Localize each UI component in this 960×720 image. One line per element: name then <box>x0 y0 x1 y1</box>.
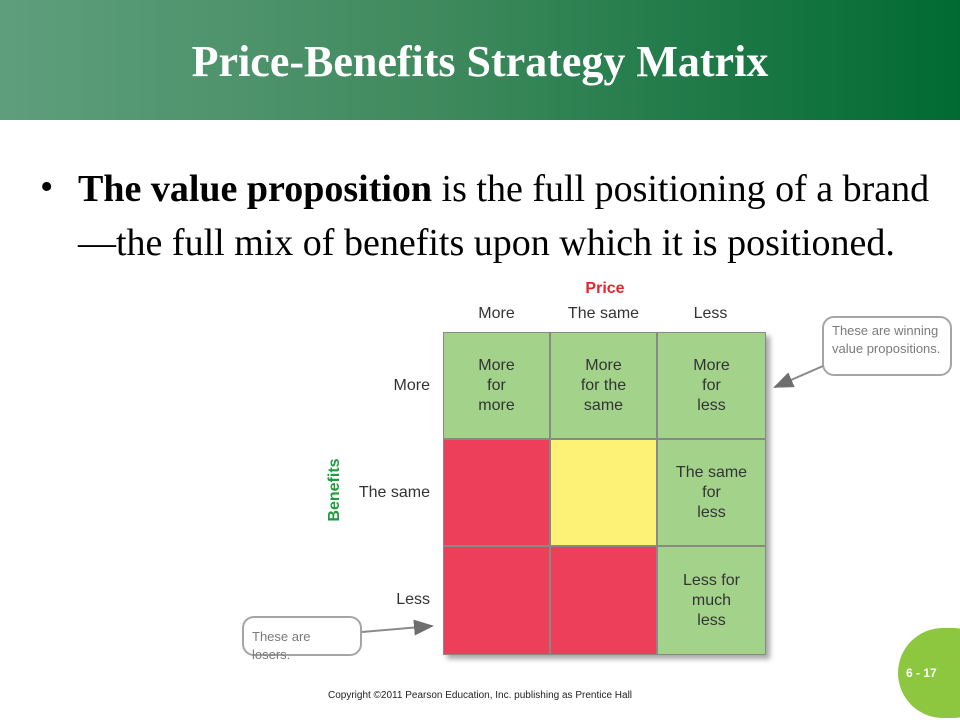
row-label-less: Less <box>396 591 430 608</box>
copyright-text: Copyright ©2011 Pearson Education, Inc. … <box>327 690 633 701</box>
losers-callout: These are losers. <box>242 616 362 662</box>
price-benefits-matrix: More for more More for the same More for… <box>443 332 766 655</box>
matrix-cell: More for the same <box>550 332 657 439</box>
winning-callout-text: These are winning value propositions. <box>832 323 941 356</box>
matrix-cell <box>550 439 657 546</box>
matrix-cell <box>550 546 657 655</box>
losers-callout-text: These are losers. <box>252 629 311 662</box>
column-label-less: Less <box>693 305 728 322</box>
winning-arrow <box>773 365 824 388</box>
row-label-same: The same <box>358 484 430 501</box>
column-label-more: More <box>478 305 515 322</box>
slide-title: Price-Benefits Strategy Matrix <box>191 37 769 86</box>
bullet-bold-text: The value proposition <box>78 168 433 210</box>
matrix-cell: The same for less <box>657 439 766 546</box>
page-number: 6 - 17 <box>906 666 937 680</box>
bullet-marker: • <box>40 166 54 208</box>
price-axis-label: Price <box>585 280 625 297</box>
row-label-more: More <box>393 377 430 394</box>
cell-label: More for the same <box>580 356 627 414</box>
bullet-body-text: is the full positioning of a brand—the f… <box>78 168 930 264</box>
losers-arrow <box>361 619 434 636</box>
bullet-text: The value proposition is the full positi… <box>78 162 938 270</box>
cell-label: The same for less <box>675 463 748 521</box>
matrix-cell: More for less <box>657 332 766 439</box>
matrix-cell: Less for much less <box>657 546 766 655</box>
cell-label: More for less <box>693 356 730 414</box>
title-banner <box>0 0 960 120</box>
winning-callout: These are winning value propositions. <box>822 316 952 376</box>
matrix-cell: More for more <box>443 332 550 439</box>
matrix-cell <box>443 546 550 655</box>
matrix-cell <box>443 439 550 546</box>
cell-label: Less for much less <box>683 571 740 629</box>
cell-label: More for more <box>478 356 515 414</box>
column-label-same: The same <box>567 305 640 322</box>
